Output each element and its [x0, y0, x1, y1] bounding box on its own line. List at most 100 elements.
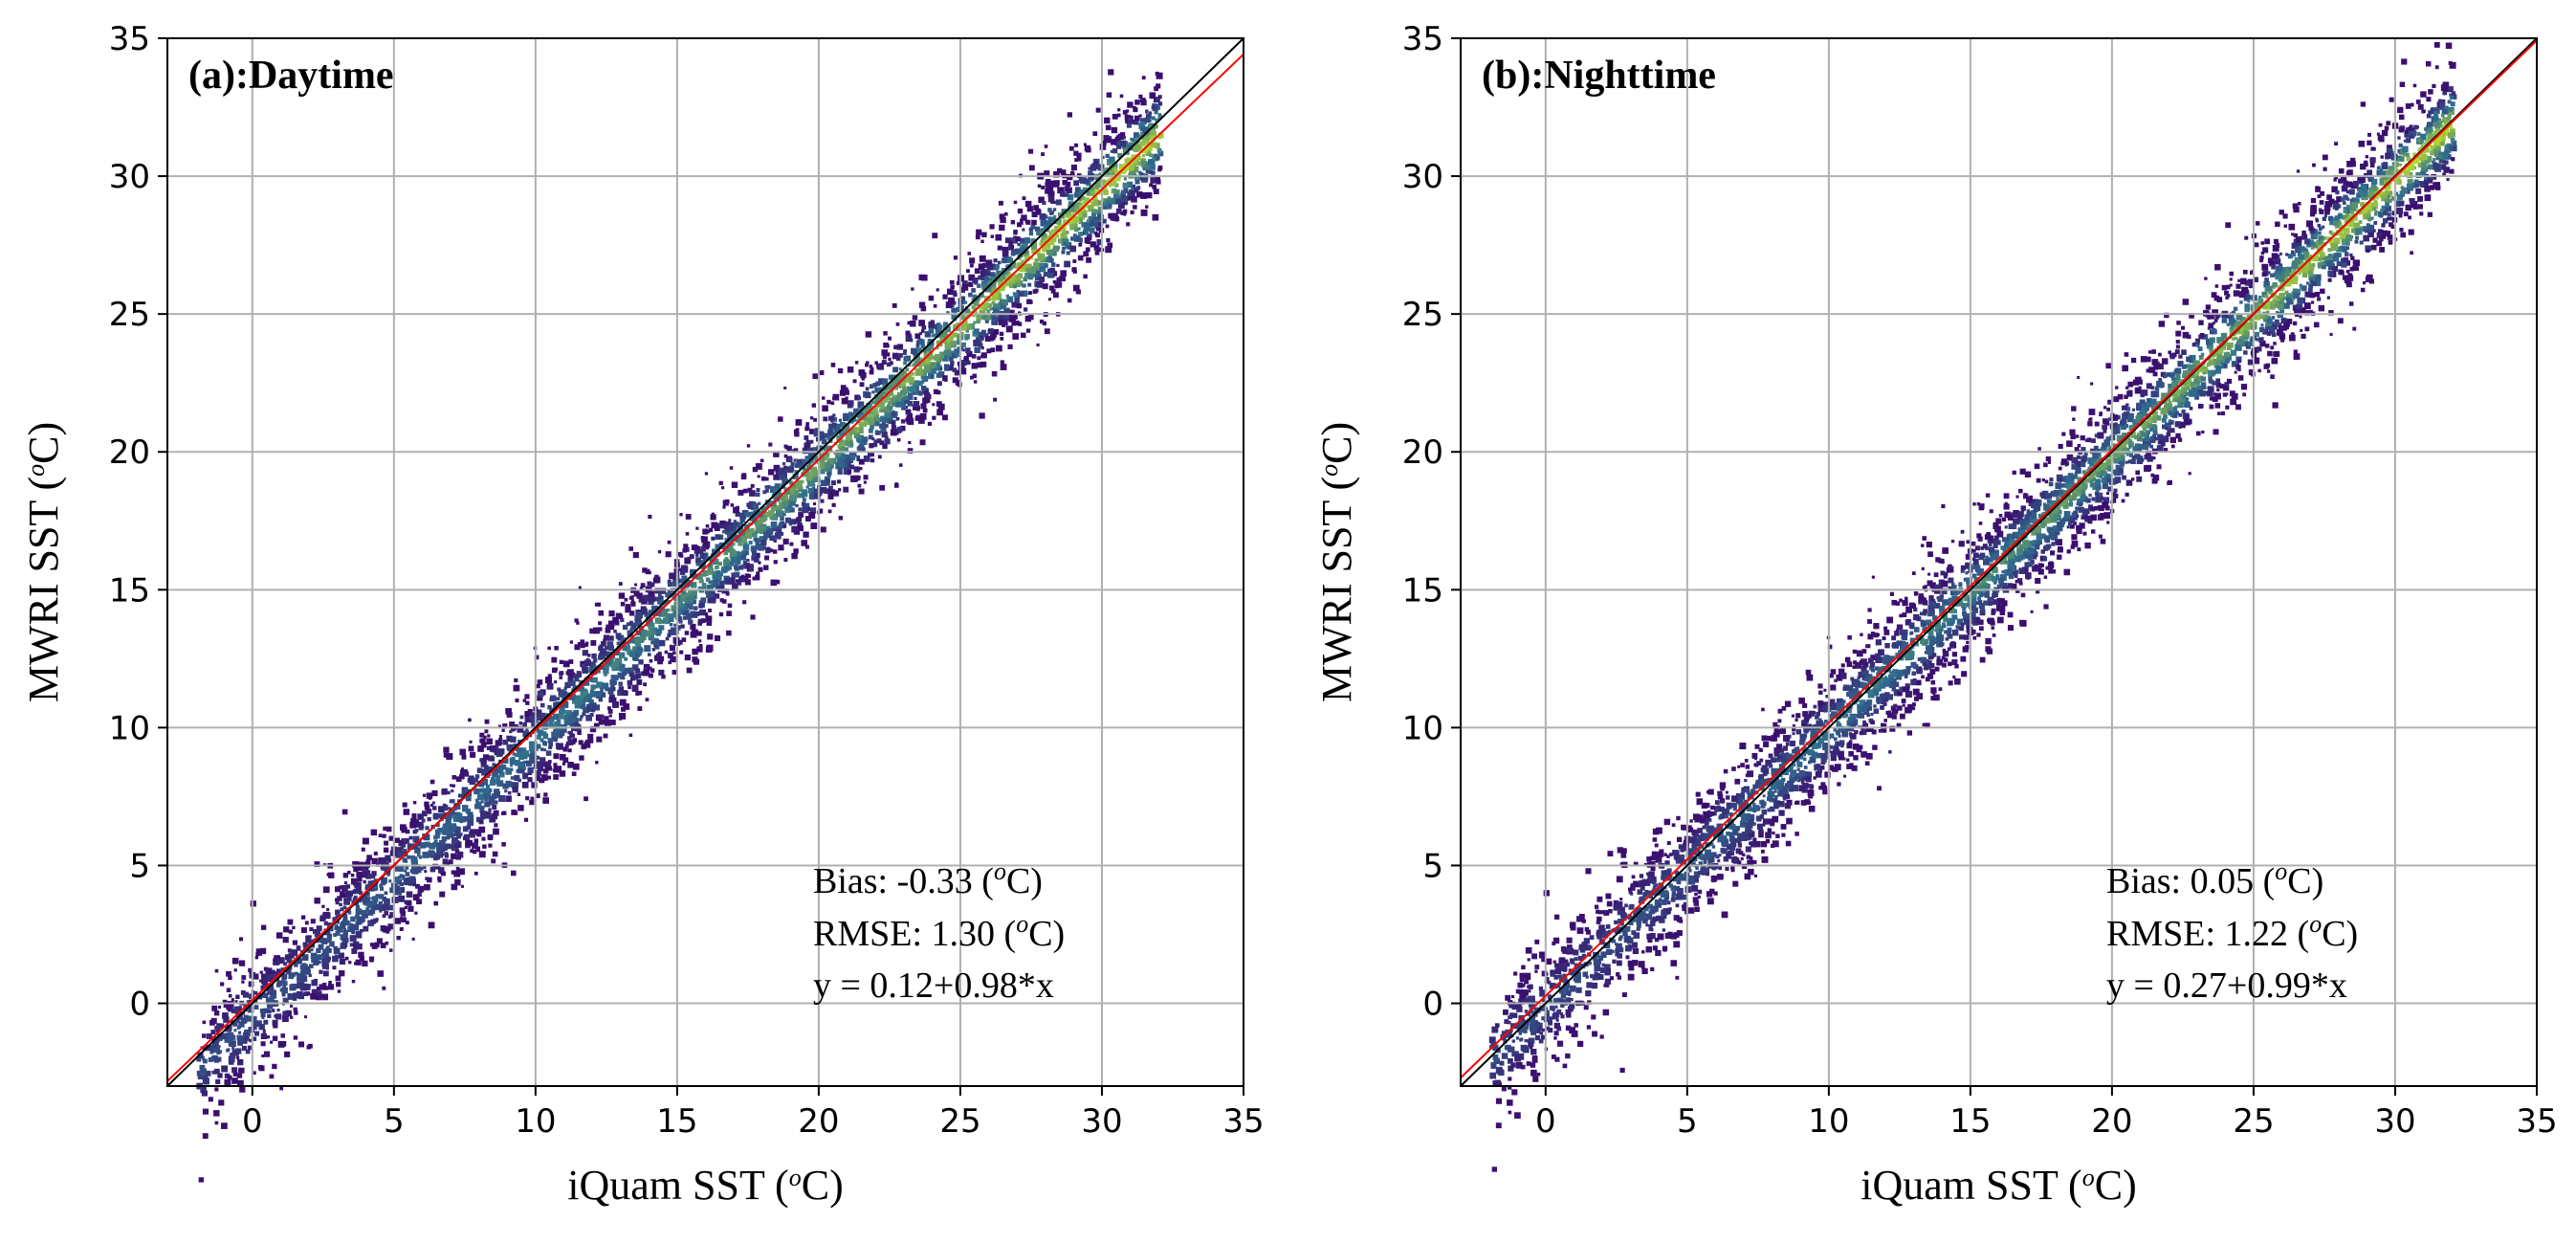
density-point [1566, 937, 1573, 943]
density-point [1141, 98, 1146, 101]
density-point [1648, 927, 1652, 931]
density-point [661, 675, 666, 679]
density-point [510, 736, 517, 743]
density-point [912, 315, 918, 321]
density-point [768, 510, 774, 515]
density-point [1088, 170, 1093, 176]
density-point [714, 593, 720, 599]
density-point [238, 1006, 242, 1010]
density-point [632, 551, 639, 559]
density-point [510, 776, 515, 780]
density-point [679, 594, 686, 600]
density-point [801, 458, 807, 465]
density-point [957, 346, 962, 352]
density-point [893, 344, 898, 349]
density-point [826, 470, 832, 476]
density-point [880, 428, 886, 433]
density-point [698, 639, 702, 643]
density-point [618, 681, 623, 686]
density-point [1109, 164, 1112, 167]
density-point [542, 731, 547, 736]
density-point [739, 512, 747, 520]
density-point [535, 775, 541, 782]
density-point [837, 469, 843, 475]
density-point [381, 877, 387, 884]
density-point [509, 730, 513, 734]
density-point [542, 733, 549, 740]
density-point [581, 699, 585, 704]
density-point [260, 924, 267, 930]
density-point [738, 489, 744, 496]
density-point [614, 676, 619, 681]
y-axis-label: MWRI SST (oC) [20, 422, 67, 702]
density-point [754, 575, 760, 581]
density-point [888, 336, 892, 341]
density-point [263, 1051, 271, 1057]
density-point [461, 754, 467, 760]
density-point [978, 263, 985, 271]
density-point [241, 975, 247, 980]
density-point [1031, 219, 1037, 226]
density-point [398, 866, 405, 873]
density-point [1027, 273, 1034, 279]
density-point [1151, 170, 1156, 175]
density-point [765, 504, 769, 509]
density-point [1056, 263, 1060, 268]
density-point [658, 639, 666, 647]
density-point [1082, 200, 1086, 205]
density-point [649, 610, 655, 616]
density-point [1134, 174, 1140, 181]
density-point [879, 484, 886, 491]
density-point [1583, 938, 1590, 944]
density-point [580, 693, 585, 699]
density-point [429, 779, 435, 785]
density-point [574, 644, 581, 651]
density-point [1069, 236, 1075, 241]
density-point [1069, 171, 1075, 176]
density-point [473, 788, 480, 795]
density-point [365, 873, 372, 879]
density-point [218, 1050, 223, 1054]
density-point [902, 387, 909, 393]
density-point [375, 894, 380, 899]
density-point [334, 954, 339, 959]
density-point [973, 339, 980, 346]
density-point [738, 522, 743, 527]
density-point [679, 650, 684, 655]
density-point [960, 325, 965, 329]
density-point [357, 876, 363, 882]
density-point [730, 503, 735, 507]
density-point [1991, 596, 1994, 600]
density-point [386, 926, 391, 932]
density-point [657, 549, 662, 554]
density-point [847, 366, 854, 373]
density-point [435, 846, 442, 853]
density-point [857, 396, 862, 400]
density-point [539, 757, 546, 764]
density-point [265, 967, 273, 974]
density-point [391, 897, 399, 903]
density-point [747, 574, 752, 578]
density-point [995, 294, 1002, 300]
density-point [1065, 214, 1068, 218]
density-point [340, 907, 344, 912]
density-point [362, 837, 369, 845]
density-point [296, 958, 302, 965]
density-point [873, 413, 880, 420]
density-point [922, 376, 926, 380]
density-point [886, 407, 892, 413]
density-point [441, 788, 448, 794]
density-point [523, 772, 528, 777]
density-point [993, 397, 998, 402]
density-point [692, 594, 697, 600]
density-point [814, 455, 821, 463]
density-point [326, 947, 332, 953]
density-point [243, 1036, 248, 1041]
density-point [341, 884, 348, 892]
density-point [869, 443, 874, 449]
density-point [387, 904, 394, 911]
density-point [1150, 135, 1156, 142]
density-point [322, 970, 329, 977]
density-point [1131, 196, 1137, 203]
density-point [511, 870, 517, 877]
